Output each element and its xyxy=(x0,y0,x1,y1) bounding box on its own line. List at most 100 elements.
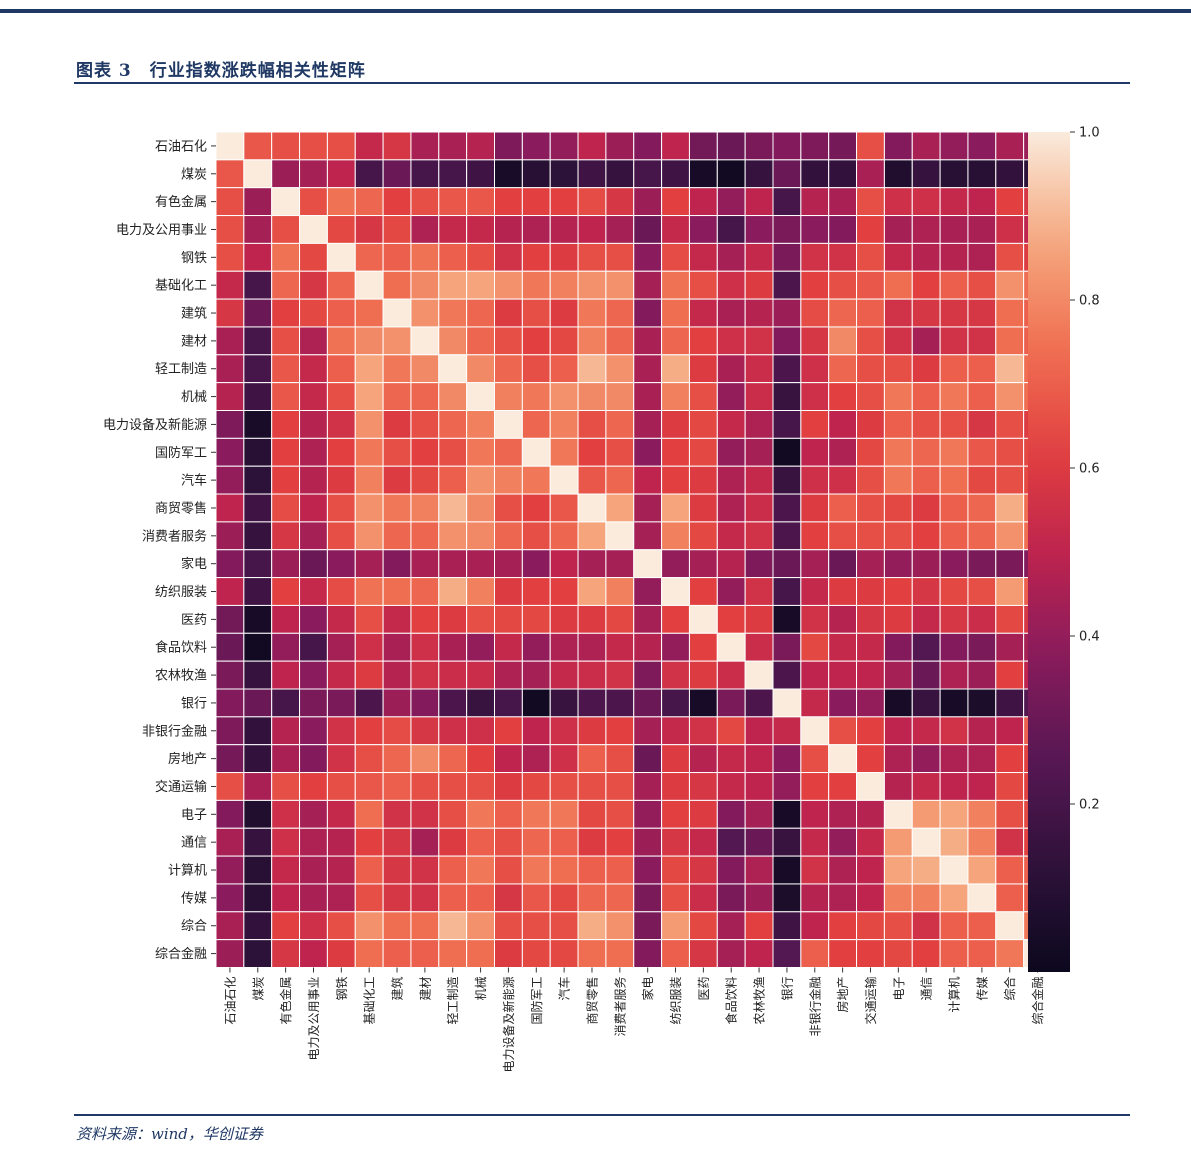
heatmap-cell-8-20 xyxy=(772,354,802,384)
heatmap-cell-9-11 xyxy=(521,382,551,411)
heatmap-cell-29-24 xyxy=(883,939,913,969)
heatmap-cell-12-5 xyxy=(354,465,384,495)
heatmap-cell-11-20 xyxy=(772,437,802,467)
heatmap-cell-15-24 xyxy=(883,549,913,579)
heatmap-cell-7-8 xyxy=(438,326,468,356)
heatmap-cell-8-25 xyxy=(911,354,941,384)
heatmap-cell-11-15 xyxy=(633,437,663,467)
heatmap-cell-2-9 xyxy=(466,187,495,217)
heatmap-cell-29-5 xyxy=(354,939,384,969)
heatmap-cell-28-2 xyxy=(271,911,301,941)
heatmap-cell-5-5 xyxy=(354,270,384,300)
heatmap-cell-16-2 xyxy=(271,577,301,606)
heatmap-cell-25-5 xyxy=(354,827,384,857)
heatmap-cell-20-13 xyxy=(577,688,607,718)
heatmap-cell-11-1 xyxy=(243,437,273,467)
heatmap-cell-24-8 xyxy=(438,799,468,829)
heatmap-cell-4-16 xyxy=(661,242,690,272)
heatmap-cell-22-18 xyxy=(716,744,746,774)
heatmap-cell-25-19 xyxy=(744,827,774,857)
heatmap-cell-8-19 xyxy=(744,354,774,384)
heatmap-cell-22-20 xyxy=(772,744,802,774)
heatmap-cell-23-3 xyxy=(299,772,328,801)
heatmap-cell-28-16 xyxy=(661,911,690,941)
heatmap-cell-9-26 xyxy=(939,382,969,411)
heatmap-cell-0-22 xyxy=(828,131,858,161)
heatmap-cell-26-7 xyxy=(410,855,440,885)
heatmap-cell-9-23 xyxy=(856,382,885,411)
heatmap-cell-18-23 xyxy=(856,632,885,662)
heatmap-cell-14-25 xyxy=(911,521,941,551)
heatmap-cell-27-5 xyxy=(354,883,384,913)
heatmap-cell-4-19 xyxy=(744,242,774,272)
heatmap-cell-5-25 xyxy=(911,270,941,300)
heatmap-cell-19-21 xyxy=(800,660,830,690)
heatmap-cell-18-25 xyxy=(911,632,941,662)
heatmap-cell-16-20 xyxy=(772,577,802,606)
heatmap-cell-17-7 xyxy=(410,604,440,634)
heatmap-cell-26-22 xyxy=(828,855,858,885)
heatmap-cell-8-14 xyxy=(605,354,635,384)
heatmap-cell-11-18 xyxy=(716,437,746,467)
heatmap-cell-21-24 xyxy=(883,716,913,746)
heatmap-cell-29-21 xyxy=(800,939,830,969)
heatmap-cell-11-19 xyxy=(744,437,774,467)
heatmap-cell-11-17 xyxy=(688,437,718,467)
heatmap-cell-5-22 xyxy=(828,270,858,300)
heatmap-cell-21-14 xyxy=(605,716,635,746)
heatmap-cell-12-25 xyxy=(911,465,941,495)
heatmap-cell-25-11 xyxy=(521,827,551,857)
heatmap-cell-20-2 xyxy=(271,688,301,718)
heatmap-cell-19-17 xyxy=(688,660,718,690)
heatmap-cell-26-6 xyxy=(382,855,412,885)
heatmap-cell-19-7 xyxy=(410,660,440,690)
heatmap-cell-13-13 xyxy=(577,493,607,523)
heatmap-cell-5-12 xyxy=(549,270,579,300)
heatmap-cell-28-15 xyxy=(633,911,663,941)
heatmap-cell-23-19 xyxy=(744,772,774,801)
heatmap-cell-28-17 xyxy=(688,911,718,941)
heatmap-cell-4-10 xyxy=(494,242,523,272)
heatmap-cell-10-1 xyxy=(243,410,273,439)
y-tick-label-19: 农林牧渔 xyxy=(155,669,207,684)
heatmap-cell-10-18 xyxy=(716,410,746,439)
heatmap-cell-12-7 xyxy=(410,465,440,495)
heatmap-cell-6-18 xyxy=(716,298,746,328)
heatmap-cell-18-26 xyxy=(939,632,969,662)
heatmap-cell-25-25 xyxy=(911,827,941,857)
heatmap-cell-27-3 xyxy=(299,883,328,913)
heatmap-cell-14-1 xyxy=(243,521,273,551)
heatmap-cell-18-22 xyxy=(828,632,858,662)
heatmap-cell-1-23 xyxy=(856,159,885,189)
y-tick-label-21: 非银行金融 xyxy=(142,723,207,739)
heatmap-cell-1-10 xyxy=(494,159,523,189)
heatmap-cell-15-0 xyxy=(215,549,245,579)
y-tick-label-15: 家电 xyxy=(181,556,207,572)
heatmap-cell-1-13 xyxy=(577,159,607,189)
heatmap-cell-20-10 xyxy=(494,688,523,718)
heatmap-cell-23-9 xyxy=(466,772,495,801)
heatmap-cell-27-19 xyxy=(744,883,774,913)
heatmap-cell-14-13 xyxy=(577,521,607,551)
heatmap-cell-18-20 xyxy=(772,632,802,662)
heatmap-cell-0-18 xyxy=(716,131,746,161)
heatmap-cell-6-21 xyxy=(800,298,830,328)
heatmap-cell-19-14 xyxy=(605,660,635,690)
heatmap-cell-3-18 xyxy=(716,215,746,244)
heatmap-cell-4-26 xyxy=(939,242,969,272)
figure-title: 图表 3 行业指数涨跌幅相关性矩阵 xyxy=(76,61,366,81)
heatmap-cell-0-5 xyxy=(354,131,384,161)
heatmap-cell-9-6 xyxy=(382,382,412,411)
heatmap-cell-0-25 xyxy=(911,131,941,161)
heatmap-cell-27-21 xyxy=(800,883,830,913)
heatmap-cell-9-10 xyxy=(494,382,523,411)
heatmap-cell-23-5 xyxy=(354,772,384,801)
heatmap-cell-11-27 xyxy=(967,437,997,467)
heatmap-cell-1-19 xyxy=(744,159,774,189)
heatmap-cell-2-24 xyxy=(883,187,913,217)
heatmap-cell-6-14 xyxy=(605,298,635,328)
heatmap-cell-18-9 xyxy=(466,632,495,662)
heatmap-cell-13-4 xyxy=(326,493,356,523)
heatmap-cell-22-22 xyxy=(828,744,858,774)
heatmap-cell-25-9 xyxy=(466,827,495,857)
